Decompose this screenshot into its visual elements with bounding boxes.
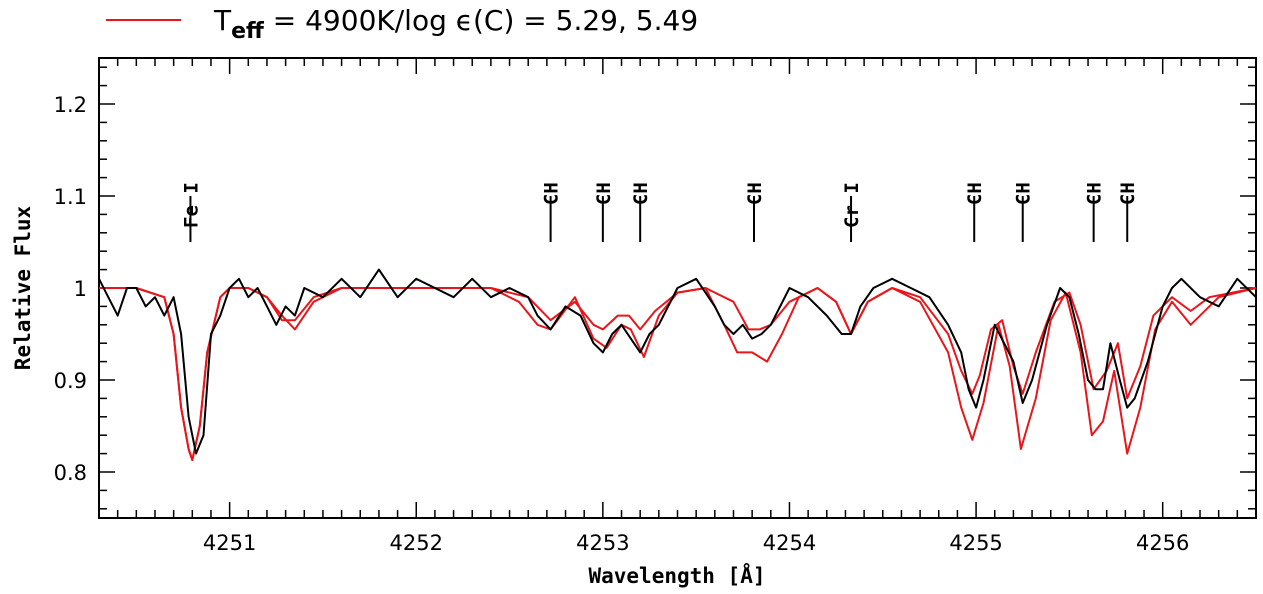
legend-text: = 4900K/log ϵ(C) = 5.29, 5.49 [264, 4, 698, 37]
x-tick-label: 4256 [1136, 531, 1189, 555]
line-id-label: CH [541, 182, 563, 205]
legend-t-subscript: eff [231, 19, 265, 44]
line-id-label: Fe I [180, 182, 202, 228]
line-id-label: CH [1013, 182, 1035, 205]
axis-ticks [98, 58, 1257, 518]
x-tick-label: 4254 [763, 531, 816, 555]
x-tick-label: 4251 [203, 531, 256, 555]
legend: Teff = 4900K/log ϵ(C) = 5.29, 5.49 [106, 4, 698, 44]
y-tick-label: 1 [74, 277, 87, 301]
y-tick-label: 1.1 [54, 185, 87, 209]
x-tick-label: 4255 [949, 531, 1002, 555]
x-tick-label: 4253 [576, 531, 629, 555]
line-id-label: CH [1084, 182, 1106, 205]
line-identifications: Fe I CH CH CH CH Cr I CH CH CH CH [180, 182, 1139, 242]
synthetic-spectrum-line [99, 287, 1257, 461]
observed-spectrum-line [98, 268, 1257, 455]
line-id-label: CH [593, 182, 615, 205]
tick-labels: 4251 4252 4253 4254 4255 4256 0.8 0.9 1 1.1 1.2 [54, 93, 1190, 555]
x-axis-label: Wavelength [Å] [588, 563, 765, 588]
line-id-label: CH [1117, 182, 1139, 205]
line-id-label: CH [744, 182, 766, 205]
line-id-label: CH [964, 182, 986, 205]
line-id-label: Cr I [841, 182, 863, 228]
legend-label: Teff = 4900K/log ϵ(C) = 5.29, 5.49 [213, 4, 698, 44]
line-id-label: CH [630, 182, 652, 205]
y-tick-label: 0.8 [54, 461, 87, 485]
y-tick-label: 1.2 [54, 93, 87, 117]
x-tick-label: 4252 [390, 531, 443, 555]
spectrum-series [98, 268, 1257, 461]
legend-t-symbol: T [213, 4, 232, 37]
synthetic-spectrum-line [99, 287, 1257, 461]
y-tick-label: 0.9 [54, 369, 87, 393]
y-axis-label: Relative Flux [11, 205, 35, 370]
